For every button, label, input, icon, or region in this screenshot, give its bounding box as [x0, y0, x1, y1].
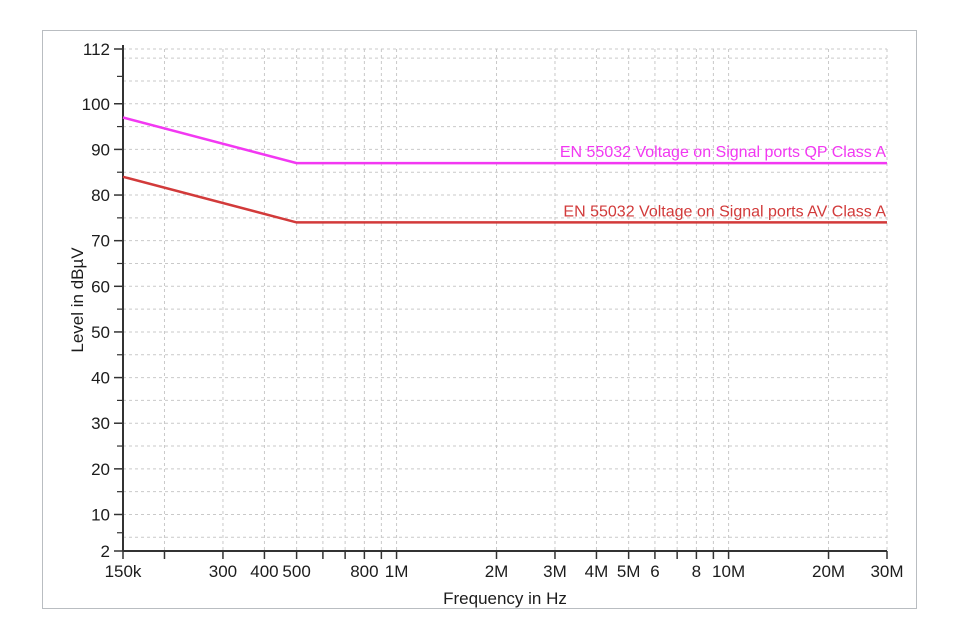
y-tick-label: 20	[91, 460, 110, 479]
y-tick-label: 80	[91, 186, 110, 205]
x-tick-label: 20M	[812, 562, 845, 581]
y-tick-label: 112	[83, 40, 110, 59]
y-tick-label: 10	[91, 505, 110, 524]
x-tick-label: 2M	[485, 562, 509, 581]
x-tick-label: 5M	[617, 562, 641, 581]
x-tick-label: 150k	[105, 562, 142, 581]
x-tick-label: 300	[209, 562, 237, 581]
x-tick-label: 3M	[543, 562, 567, 581]
y-tick-label: 90	[91, 140, 110, 159]
series-line-qp-class-a	[122, 116, 887, 165]
x-tick-label: 30M	[870, 562, 903, 581]
y-axis-title: Level in dBµV	[68, 247, 87, 353]
grid	[123, 48, 888, 551]
axes	[122, 45, 887, 552]
series-label-qp-class-a: EN 55032 Voltage on Signal ports QP Clas…	[560, 144, 886, 161]
x-tick-label: 6	[650, 562, 659, 581]
x-tick-label: 10M	[712, 562, 745, 581]
y-tick-label: 50	[91, 323, 110, 342]
series-line-av-class-a	[122, 175, 887, 224]
ticks	[114, 48, 888, 559]
y-tick-label: 70	[91, 232, 110, 251]
series-label-av-class-a: EN 55032 Voltage on Signal ports AV Clas…	[563, 203, 886, 220]
y-tick-label: 100	[82, 95, 110, 114]
x-tick-label: 400	[250, 562, 278, 581]
x-tick-label: 8	[692, 562, 701, 581]
y-tick-label: 60	[91, 277, 110, 296]
x-tick-label: 1M	[385, 562, 409, 581]
x-tick-label: 500	[282, 562, 310, 581]
y-tick-label: 40	[91, 369, 110, 388]
y-tick-label: 30	[91, 414, 110, 433]
x-tick-label: 800	[350, 562, 378, 581]
x-axis-title: Frequency in Hz	[443, 589, 567, 608]
y-tick-label: 2	[101, 542, 110, 561]
x-tick-label: 4M	[585, 562, 609, 581]
